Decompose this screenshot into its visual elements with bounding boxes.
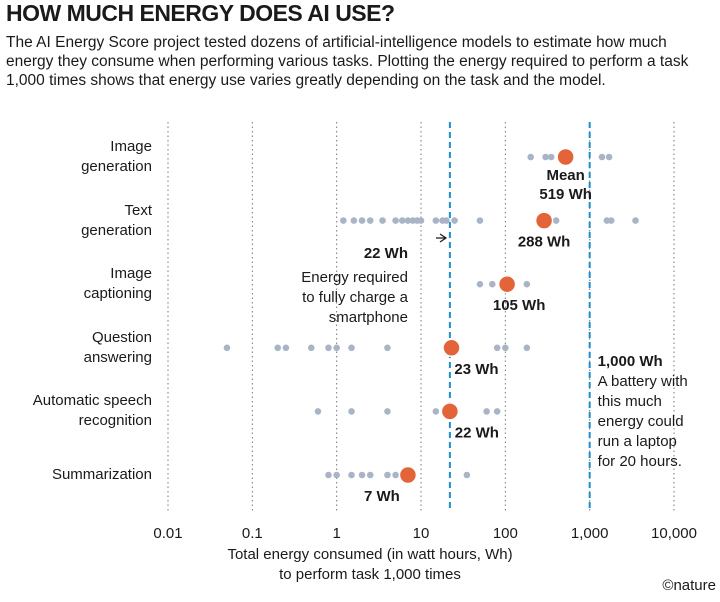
- chart-subtitle: The AI Energy Score project tested dozen…: [6, 34, 689, 89]
- model-dot: [398, 217, 406, 224]
- x-axis-title: Total energy consumed (in watt hours, Wh…: [227, 546, 513, 583]
- model-dot: [366, 471, 374, 479]
- model-dot: [325, 471, 332, 479]
- model-dot: [523, 280, 531, 288]
- category-label: Image generation: [81, 138, 152, 175]
- model-dot: [384, 471, 391, 479]
- model-dot: [598, 153, 606, 161]
- category-label: Text generation: [81, 201, 152, 239]
- model-dot: [607, 217, 615, 224]
- model-dot: [488, 280, 496, 288]
- model-dot: [314, 408, 322, 415]
- model-dot: [392, 471, 399, 479]
- model-dot: [307, 344, 315, 352]
- model-dot: [527, 153, 535, 161]
- reference-note: A battery with this much energy could ru…: [597, 373, 688, 470]
- x-tick-label: 10,000: [651, 525, 697, 542]
- mean-dot: [440, 402, 460, 421]
- mean-dot: [556, 147, 575, 167]
- model-dot: [350, 217, 358, 224]
- mean-dot: [398, 465, 418, 485]
- model-dot: [223, 344, 231, 352]
- x-tick-label: 1: [332, 525, 340, 542]
- mean-label: Mean: [546, 167, 584, 184]
- x-tick-label: 0.01: [153, 525, 182, 542]
- model-dot: [443, 217, 450, 224]
- model-dot: [476, 217, 484, 224]
- value-label: 7 Wh: [364, 488, 400, 505]
- model-dot: [463, 471, 471, 479]
- model-dot: [333, 344, 340, 352]
- model-dot: [523, 344, 531, 352]
- mean-dot: [442, 338, 461, 358]
- x-tick-label: 10: [413, 525, 430, 542]
- model-dot: [483, 408, 490, 415]
- model-dot: [333, 471, 340, 479]
- model-dot: [493, 408, 501, 415]
- model-dot: [502, 344, 509, 352]
- reference-label: 1,000 Wh: [597, 353, 663, 370]
- model-dot: [379, 217, 386, 224]
- model-dot: [476, 280, 484, 288]
- model-dot: [358, 217, 366, 224]
- model-dot: [384, 408, 391, 415]
- mean-dot: [534, 211, 554, 230]
- chart-title: HOW MUCH ENERGY DOES AI USE?: [6, 0, 395, 26]
- source: ©nature: [662, 577, 716, 594]
- value-label: 105 Wh: [493, 297, 546, 314]
- x-tick-label: 0.1: [242, 525, 263, 542]
- model-dot: [392, 217, 399, 224]
- x-tick-label: 1,000: [571, 525, 609, 542]
- reference-label: 22 Wh: [363, 245, 408, 262]
- model-dot: [605, 153, 613, 161]
- model-dot: [348, 471, 355, 479]
- reference-note: Energy required to fully charge a smartp…: [301, 269, 408, 326]
- category-label: Automatic speech recognition: [32, 392, 152, 430]
- value-label: 23 Wh: [454, 361, 498, 378]
- model-dot: [547, 153, 555, 161]
- model-dot: [404, 217, 412, 224]
- model-dot: [366, 217, 374, 224]
- value-label: 22 Wh: [455, 424, 499, 441]
- mean-dot: [497, 274, 517, 294]
- value-label: 519 Wh: [539, 186, 592, 203]
- model-dot: [282, 344, 290, 352]
- category-label: Summarization: [51, 466, 152, 483]
- model-dot: [325, 344, 332, 352]
- model-dot: [632, 217, 639, 224]
- model-dot: [384, 344, 391, 352]
- model-dot: [432, 217, 440, 224]
- value-label: 288 Wh: [518, 234, 571, 251]
- model-dot: [348, 344, 355, 352]
- model-dot: [432, 408, 440, 415]
- category-label: Question answering: [83, 328, 152, 366]
- model-dot: [340, 217, 347, 224]
- model-dot: [348, 408, 355, 415]
- x-tick-label: 100: [493, 525, 518, 542]
- model-dot: [358, 471, 366, 479]
- model-dot: [274, 344, 282, 352]
- model-dot: [493, 344, 501, 352]
- model-dot: [451, 217, 458, 224]
- model-dot: [542, 153, 549, 161]
- model-dot: [417, 217, 425, 224]
- category-label: Image captioning: [83, 265, 152, 303]
- arrow: [436, 233, 448, 243]
- model-dot: [552, 217, 560, 224]
